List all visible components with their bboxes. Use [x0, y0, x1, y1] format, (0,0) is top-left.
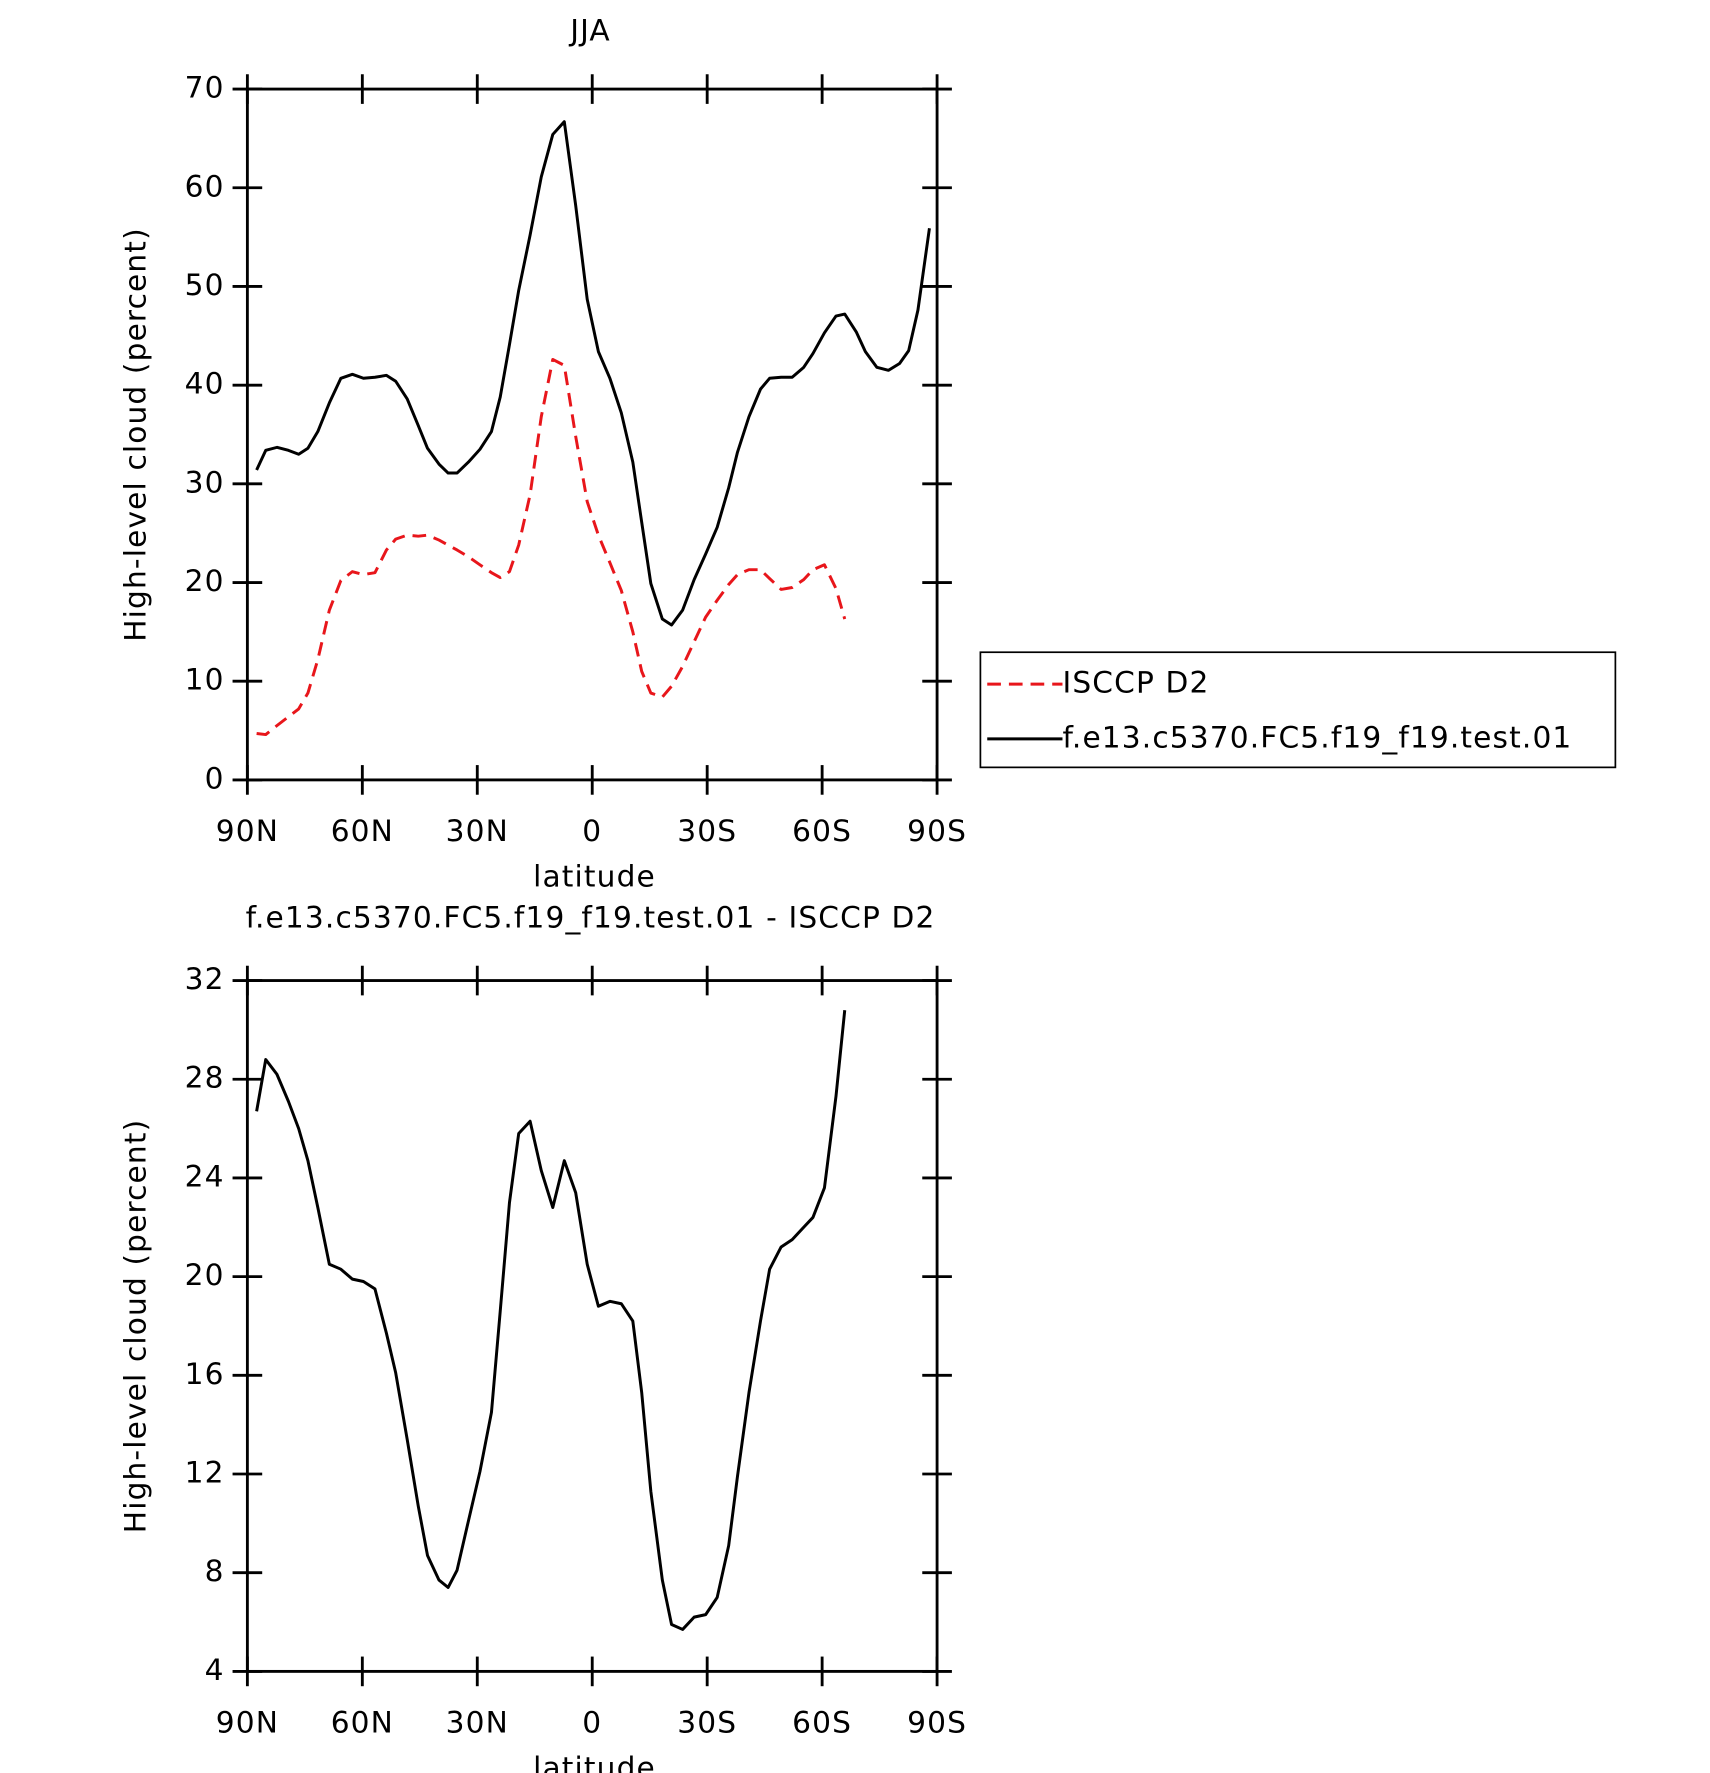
legend-label: f.e13.c5370.FC5.f19_f19.test.01 [1062, 719, 1572, 754]
y-axis-label: High-level cloud (percent) [117, 1119, 152, 1534]
data-line [255, 120, 931, 627]
y-tick-label: 12 [185, 1455, 225, 1490]
y-tick-label: 4 [205, 1652, 225, 1687]
y-tick-label: 0 [205, 760, 225, 795]
y-tick-label: 60 [185, 168, 225, 203]
y-tick-label: 50 [185, 267, 225, 302]
x-tick-label: 30N [446, 813, 509, 848]
y-tick-label: 28 [185, 1060, 225, 1095]
y-tick-label: 8 [205, 1553, 225, 1588]
x-tick-label: 30S [677, 1704, 737, 1739]
legend-label: ISCCP D2 [1062, 665, 1209, 700]
x-tick-label: 90N [216, 1704, 279, 1739]
x-tick-label: 90N [216, 813, 279, 848]
x-tick-label: 0 [582, 813, 602, 848]
x-tick-label: 30S [677, 813, 737, 848]
y-tick-label: 32 [185, 961, 225, 996]
y-tick-label: 24 [185, 1158, 225, 1193]
x-tick-label: 60S [792, 1704, 852, 1739]
data-line [255, 1010, 847, 1631]
x-tick-label: 90S [907, 1704, 967, 1739]
y-tick-label: 40 [185, 366, 225, 401]
x-tick-label: 60S [792, 813, 852, 848]
y-tick-label: 30 [185, 464, 225, 499]
x-tick-label: 90S [907, 813, 967, 848]
y-tick-label: 70 [185, 70, 225, 105]
y-tick-label: 10 [185, 662, 225, 697]
x-axis-label: latitude [533, 1750, 656, 1773]
chart-title: f.e13.c5370.FC5.f19_f19.test.01 - ISCCP … [246, 899, 936, 934]
x-tick-label: 60N [331, 1704, 394, 1739]
chart-title: JJA [568, 13, 611, 48]
y-tick-label: 16 [185, 1356, 225, 1391]
y-tick-label: 20 [185, 563, 225, 598]
y-axis-label: High-level cloud (percent) [117, 227, 152, 642]
x-axis-label: latitude [533, 858, 656, 893]
data-line [256, 357, 847, 737]
x-tick-label: 0 [582, 1704, 602, 1739]
legend-box [979, 651, 1617, 769]
y-tick-label: 20 [185, 1257, 225, 1292]
x-tick-label: 30N [446, 1704, 509, 1739]
x-tick-label: 60N [331, 813, 394, 848]
